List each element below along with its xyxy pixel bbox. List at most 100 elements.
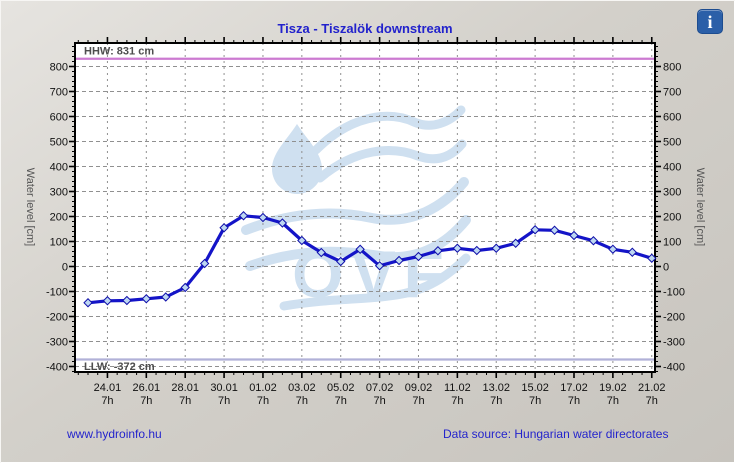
y-axis-labels: -400 -400 -300 -300 -200 -200 -100 -100 0 0 100 100…: [46, 62, 685, 374]
data-point-marker: [122, 295, 132, 306]
wave-icon: [241, 177, 469, 235]
data-point-marker: [394, 255, 404, 266]
svg-text:7h: 7h: [529, 395, 541, 407]
svg-text:600: 600: [663, 112, 681, 124]
svg-text:7h: 7h: [451, 395, 463, 407]
svg-text:03.02: 03.02: [288, 382, 316, 394]
data-point-marker: [530, 225, 540, 235]
svg-text:0: 0: [663, 262, 669, 274]
svg-text:7h: 7h: [140, 395, 152, 407]
data-point-marker: [491, 243, 501, 253]
wave-icon: [311, 105, 466, 155]
svg-text:13.02: 13.02: [482, 382, 510, 394]
hhw-label: HHW: 831 cm: [84, 45, 154, 57]
svg-text:800: 800: [663, 62, 681, 74]
info-button[interactable]: i: [697, 9, 723, 34]
svg-text:05.02: 05.02: [327, 382, 355, 394]
data-point-marker: [355, 244, 365, 254]
svg-text:100: 100: [50, 237, 68, 249]
axis-ticks: [69, 37, 661, 378]
svg-text:19.02: 19.02: [599, 382, 627, 394]
svg-text:7h: 7h: [257, 395, 269, 407]
plot-background: [75, 43, 655, 372]
wave-icon: [315, 139, 467, 183]
data-point-marker: [588, 236, 599, 246]
data-point-marker: [627, 247, 638, 257]
svg-text:-200: -200: [663, 312, 685, 324]
svg-text:600: 600: [50, 112, 68, 124]
data-point-markers: [83, 211, 657, 308]
svg-text:-300: -300: [663, 337, 685, 349]
data-point-marker: [647, 253, 657, 263]
svg-text:01.02: 01.02: [249, 382, 277, 394]
y-axis-title-right: Water level [cm]: [694, 168, 706, 246]
svg-text:300: 300: [663, 187, 681, 199]
svg-text:15.02: 15.02: [521, 382, 549, 394]
data-point-marker: [141, 294, 152, 304]
data-point-marker: [297, 235, 307, 246]
svg-text:0: 0: [62, 262, 68, 274]
data-point-marker: [258, 212, 268, 223]
data-point-marker: [472, 245, 482, 256]
svg-text:200: 200: [663, 212, 681, 224]
data-point-marker: [433, 246, 443, 256]
svg-text:11.02: 11.02: [444, 382, 471, 394]
svg-text:300: 300: [50, 187, 68, 199]
data-point-marker: [83, 298, 93, 308]
wave-icon: [279, 253, 471, 311]
chart-title: Tisza - Tiszalök downstream: [277, 21, 453, 36]
svg-text:7h: 7h: [568, 395, 580, 407]
svg-text:100: 100: [663, 237, 681, 249]
data-point-marker: [374, 261, 385, 271]
data-point-marker: [238, 211, 249, 221]
svg-text:7h: 7h: [179, 395, 191, 407]
svg-text:-200: -200: [46, 312, 68, 324]
svg-text:700: 700: [663, 87, 681, 99]
data-source-text: Data source: Hungarian water directorate…: [443, 427, 669, 441]
svg-text:28.01: 28.01: [171, 382, 199, 394]
svg-text:30.01: 30.01: [210, 382, 238, 394]
data-point-marker: [219, 223, 229, 233]
gridlines: [75, 43, 655, 372]
data-point-marker: [608, 244, 618, 254]
svg-text:800: 800: [50, 62, 68, 74]
svg-text:24.01: 24.01: [94, 382, 122, 394]
svg-text:7h: 7h: [101, 395, 113, 407]
svg-text:7h: 7h: [490, 395, 502, 407]
llw-label: LLW: -372 cm: [84, 361, 155, 373]
data-point-marker: [277, 218, 288, 228]
svg-text:200: 200: [50, 212, 68, 224]
data-point-marker: [199, 258, 210, 269]
svg-text:7h: 7h: [335, 395, 347, 407]
data-point-marker: [549, 225, 560, 235]
svg-text:21.02: 21.02: [638, 382, 666, 394]
x-axis-labels: 24.017h26.017h28.017h30.017h01.027h03.02…: [94, 382, 666, 407]
hydroinfo-link[interactable]: www.hydroinfo.hu: [67, 427, 162, 441]
svg-text:700: 700: [50, 87, 68, 99]
svg-text:7h: 7h: [373, 395, 385, 407]
svg-text:500: 500: [50, 137, 68, 149]
info-icon: i: [707, 11, 713, 32]
svg-text:07.02: 07.02: [366, 382, 394, 394]
svg-text:09.02: 09.02: [405, 382, 433, 394]
data-point-marker: [161, 292, 171, 302]
data-point-marker: [569, 230, 579, 241]
svg-text:7h: 7h: [218, 395, 230, 407]
plot-frame: [74, 42, 656, 373]
svg-text:400: 400: [663, 162, 681, 174]
svg-text:17.02: 17.02: [560, 382, 588, 394]
svg-text:7h: 7h: [412, 395, 424, 407]
data-point-marker: [102, 296, 113, 306]
svg-text:26.01: 26.01: [133, 382, 161, 394]
svg-text:-400: -400: [663, 362, 685, 374]
svg-text:-100: -100: [46, 287, 68, 299]
svg-text:400: 400: [50, 162, 68, 174]
svg-text:7h: 7h: [607, 395, 619, 407]
data-point-marker: [316, 247, 326, 258]
data-point-marker: [413, 251, 424, 262]
y-axis-title-left: Water level [cm]: [24, 168, 36, 246]
data-point-marker: [510, 238, 521, 248]
svg-text:-400: -400: [46, 362, 68, 374]
wave-icon: [245, 215, 471, 271]
